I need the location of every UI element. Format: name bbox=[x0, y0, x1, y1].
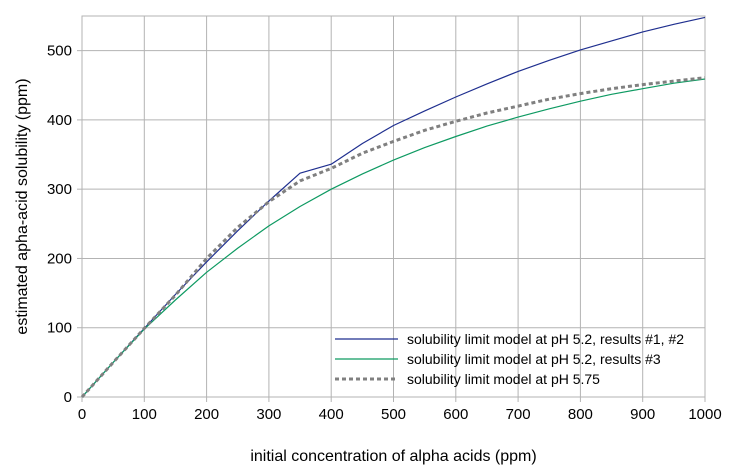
x-tick-label: 300 bbox=[256, 406, 281, 423]
y-tick-label: 500 bbox=[47, 43, 72, 60]
x-tick-label: 1000 bbox=[688, 406, 721, 423]
legend: solubility limit model at pH 5.2, result… bbox=[335, 331, 684, 387]
legend-label-2: solubility limit model at pH 5.2, result… bbox=[407, 351, 661, 367]
y-tick-label: 100 bbox=[47, 320, 72, 337]
y-tick-label: 300 bbox=[47, 181, 72, 198]
y-tick-label: 0 bbox=[64, 389, 72, 406]
series-line-1 bbox=[81, 16, 706, 398]
x-tick-label: 200 bbox=[194, 406, 219, 423]
y-axis-title: estimated apha-acid solubility (ppm) bbox=[14, 78, 31, 334]
x-tick-label: 500 bbox=[381, 406, 406, 423]
x-tick-label: 800 bbox=[568, 406, 593, 423]
x-tick-label: 900 bbox=[630, 406, 655, 423]
legend-label-1: solubility limit model at pH 5.2, result… bbox=[407, 331, 684, 347]
x-axis-title: initial concentration of alpha acids (pp… bbox=[250, 448, 536, 465]
gridlines bbox=[82, 16, 706, 397]
series-line-3 bbox=[80, 76, 706, 399]
x-tick-label: 0 bbox=[78, 406, 86, 423]
legend-label-3: solubility limit model at pH 5.75 bbox=[407, 371, 600, 387]
y-tick-label: 200 bbox=[47, 250, 72, 267]
y-tick-label: 400 bbox=[47, 112, 72, 129]
x-tick-label: 400 bbox=[319, 406, 344, 423]
axes bbox=[77, 50, 706, 402]
x-tick-label: 600 bbox=[443, 406, 468, 423]
series-line-2 bbox=[81, 78, 706, 398]
series-lines bbox=[80, 16, 706, 399]
x-tick-label: 700 bbox=[506, 406, 531, 423]
tick-labels: 0 100 200 300 400 500 600 700 800 900 1000 0 100 200 3… bbox=[47, 43, 722, 423]
x-tick-label: 100 bbox=[132, 406, 157, 423]
